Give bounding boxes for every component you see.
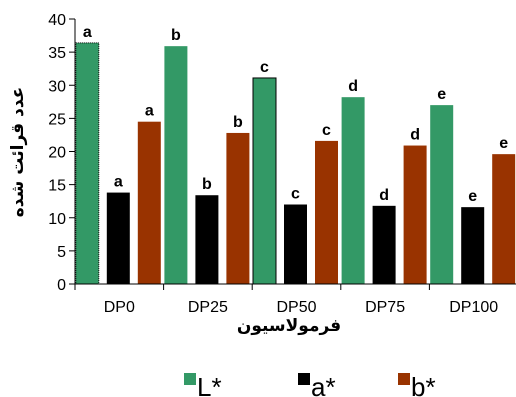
y-tick-label: 30 (48, 78, 66, 95)
data-label: a (145, 103, 154, 120)
y-axis-title: عدد قرائت شده (8, 87, 28, 217)
bar (430, 105, 454, 284)
bar (226, 132, 250, 284)
bar (164, 46, 188, 284)
bar (137, 121, 161, 284)
y-tick-label: 40 (48, 12, 66, 29)
legend: L* a* b* (184, 372, 436, 397)
data-label: b (233, 114, 243, 131)
bar (403, 145, 427, 284)
x-tick-label: DP25 (188, 299, 228, 316)
x-tick-label: DP75 (365, 299, 405, 316)
y-tick-label: 20 (48, 145, 66, 162)
bar (492, 154, 516, 284)
x-tick-label: DP0 (104, 299, 135, 316)
data-label: a (83, 24, 92, 41)
x-tick-label: DP50 (276, 299, 316, 316)
bars (75, 42, 516, 285)
bar (195, 195, 219, 284)
data-label: d (410, 127, 420, 144)
y-tick-label: 10 (48, 211, 66, 228)
bar (372, 205, 396, 284)
data-label: d (348, 78, 358, 95)
data-label: b (171, 27, 181, 44)
x-axis-title: فرمولاسيون (237, 316, 341, 336)
y-tick-label: 35 (48, 45, 66, 62)
bar (75, 42, 100, 285)
bar (106, 192, 130, 284)
legend-swatch (184, 373, 196, 385)
data-label: e (437, 86, 446, 103)
legend-label: a* (311, 372, 336, 397)
legend-swatch (298, 373, 310, 385)
y-tick-label: 15 (48, 178, 66, 195)
y-tick-label: 5 (57, 244, 66, 261)
data-label: c (291, 186, 300, 203)
bar (315, 140, 338, 284)
data-labels: a a a b b b c c c d d d e e e (83, 24, 508, 205)
data-label: e (499, 135, 508, 152)
x-axis: DP0 DP25 DP50 DP75 DP100 (74, 283, 516, 316)
x-tick-label: DP100 (449, 299, 498, 316)
data-label: b (202, 176, 212, 193)
data-label: e (468, 188, 477, 205)
y-tick-label: 25 (48, 111, 66, 128)
data-label: c (260, 59, 269, 76)
legend-swatch (398, 373, 410, 385)
legend-label: b* (411, 372, 436, 397)
data-label: d (379, 187, 389, 204)
y-tick-label: 0 (57, 277, 66, 294)
y-axis: 0 5 10 15 20 25 30 35 40 (48, 12, 76, 294)
data-label: a (114, 174, 123, 191)
bar (461, 207, 485, 284)
bar (341, 97, 365, 284)
bar (252, 77, 277, 285)
bar (284, 204, 307, 284)
legend-label: L* (197, 372, 222, 397)
data-label: c (322, 122, 331, 139)
